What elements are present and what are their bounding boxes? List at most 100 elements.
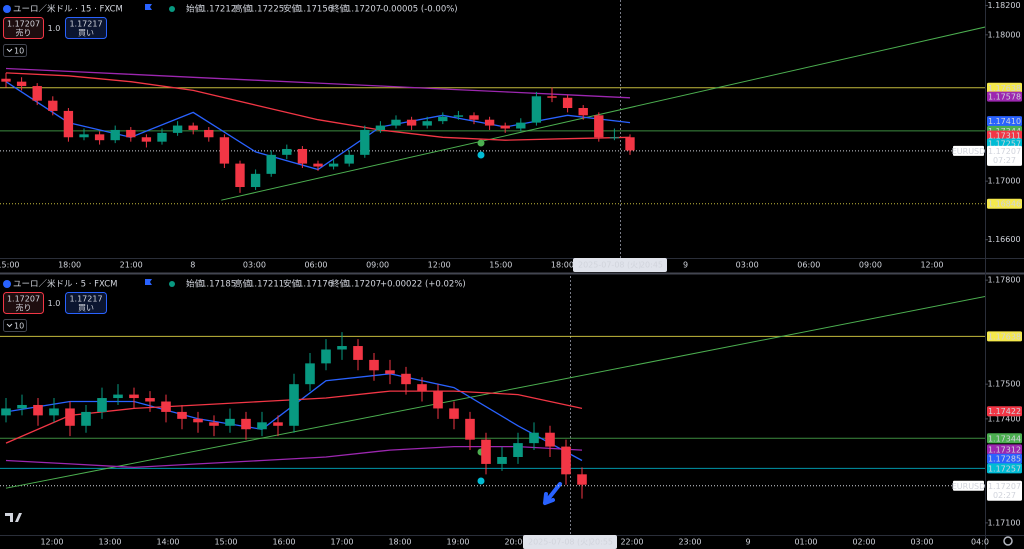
price-tag xyxy=(987,463,1022,474)
candle-body xyxy=(562,97,573,108)
trendline xyxy=(221,26,985,201)
candle-body xyxy=(529,432,539,444)
x-tick-label: 18:00 xyxy=(58,261,81,270)
crosshair-date: 2025-07-08 (火) xyxy=(528,538,591,547)
candle-body xyxy=(193,418,203,423)
y-tick-label: 1.16600 xyxy=(987,235,1020,244)
y-tick-label: 1.18000 xyxy=(987,30,1020,39)
crosshair-time: 20:45 xyxy=(640,261,663,270)
price-tag-label: 1.17638 xyxy=(988,84,1021,93)
candle-body xyxy=(266,154,276,174)
ohlc-value: 1.17225 xyxy=(249,5,284,15)
candle-body xyxy=(594,115,604,138)
x-tick-label: 21:00 xyxy=(120,261,143,270)
candle-body xyxy=(257,422,267,430)
event-marker[interactable] xyxy=(477,151,485,159)
ohlc-label: 始値 xyxy=(186,279,204,290)
buy-price: 1.17217 xyxy=(69,20,102,29)
candle-body xyxy=(481,439,491,464)
price-tag-label: 1.17638 xyxy=(988,332,1021,341)
quantity[interactable]: 1.0 xyxy=(48,299,61,308)
candle-body xyxy=(16,81,27,87)
x-tick-label: 09:00 xyxy=(859,261,882,270)
sell-button[interactable] xyxy=(3,17,44,39)
sell-label: 売り xyxy=(16,28,32,38)
symbol-icon xyxy=(3,280,11,288)
candle-body xyxy=(375,125,386,130)
y-tick-label: 1.17000 xyxy=(987,177,1020,186)
candle-body xyxy=(177,411,187,419)
symbol-title[interactable]: ユーロ／米ドル · 15 · FXCM xyxy=(13,4,123,15)
candle-body xyxy=(157,132,167,142)
candle-body xyxy=(578,108,588,116)
x-tick-label: 06:00 xyxy=(304,261,327,270)
candle-body xyxy=(209,422,219,426)
price-tag-label: 1.17344 xyxy=(988,434,1021,443)
candle-body xyxy=(79,134,89,138)
x-tick-label: 01:00 xyxy=(794,538,817,547)
candle-body xyxy=(328,163,339,167)
x-tick-label: 15:00 xyxy=(214,538,237,547)
candle-body xyxy=(625,137,635,151)
x-tick-label: 18:00 xyxy=(388,538,411,547)
candle-body xyxy=(225,418,235,426)
ohlc-label: 安値 xyxy=(283,4,301,15)
candle-body xyxy=(97,398,107,412)
event-marker[interactable] xyxy=(477,477,485,485)
price-tag-label: 1.17257 xyxy=(988,140,1021,149)
flag-icon[interactable] xyxy=(145,4,152,10)
chevron-icon xyxy=(6,323,13,328)
symbol-title[interactable]: ユーロ／米ドル · 5 · FXCM xyxy=(13,279,117,290)
quantity[interactable]: 1.0 xyxy=(48,24,61,33)
chart-pane xyxy=(0,26,985,205)
candle-body xyxy=(141,137,152,142)
x-tick-label: 03:00 xyxy=(910,538,933,547)
buy-button[interactable] xyxy=(65,292,107,314)
y-tick-label: 1.17100 xyxy=(987,518,1020,527)
candle-body xyxy=(33,404,43,416)
symbol-tag-label: EURUSD xyxy=(952,482,986,491)
last-price-tag xyxy=(987,480,1022,501)
price-tag xyxy=(987,433,1022,444)
x-tick-label: 18:00 xyxy=(551,261,574,270)
status-icon xyxy=(169,281,175,287)
candle-body xyxy=(391,119,401,126)
sell-button[interactable] xyxy=(3,292,44,314)
price-tag xyxy=(987,116,1022,127)
price-tag xyxy=(987,198,1022,209)
x-tick-label: 23:00 xyxy=(678,538,701,547)
candle-body xyxy=(369,359,379,371)
indicator-count: 10 xyxy=(14,47,24,56)
candle-body xyxy=(235,163,245,188)
ohlc-value: 1.17176 xyxy=(298,280,333,290)
indicator-toggle[interactable] xyxy=(3,319,27,332)
x-tick-label: 9 xyxy=(683,261,688,270)
x-tick-label: 9 xyxy=(745,538,750,547)
candle-body xyxy=(172,125,183,133)
x-tick-label: 06:00 xyxy=(797,261,820,270)
price-tag xyxy=(987,331,1022,342)
x-tick-label: 12:00 xyxy=(428,261,451,270)
x-tick-label: 15:00 xyxy=(489,261,512,270)
settings-icon[interactable] xyxy=(1003,536,1013,546)
candle-body xyxy=(516,122,526,129)
candle-body xyxy=(545,432,555,447)
candle-body xyxy=(344,154,354,164)
candle-body xyxy=(561,446,571,475)
ohlc-label: 終値 xyxy=(331,4,349,15)
candle-body xyxy=(204,129,214,138)
price-tag-label: 1.17311 xyxy=(988,132,1021,141)
price-tag xyxy=(987,406,1022,417)
ohlc-label: 高値 xyxy=(234,279,252,290)
crosshair-time-box xyxy=(573,258,667,272)
indicator-toggle[interactable] xyxy=(3,44,27,57)
candle-body xyxy=(465,418,475,440)
candle-body xyxy=(126,129,136,138)
x-tick-label: 22:00 xyxy=(620,538,643,547)
sell-price: 1.17207 xyxy=(7,20,40,29)
ohlc-label: 始値 xyxy=(186,4,204,15)
candle-body xyxy=(500,125,510,129)
last-price-tag xyxy=(987,145,1022,166)
flag-icon[interactable] xyxy=(145,279,152,285)
buy-button[interactable] xyxy=(65,17,107,39)
